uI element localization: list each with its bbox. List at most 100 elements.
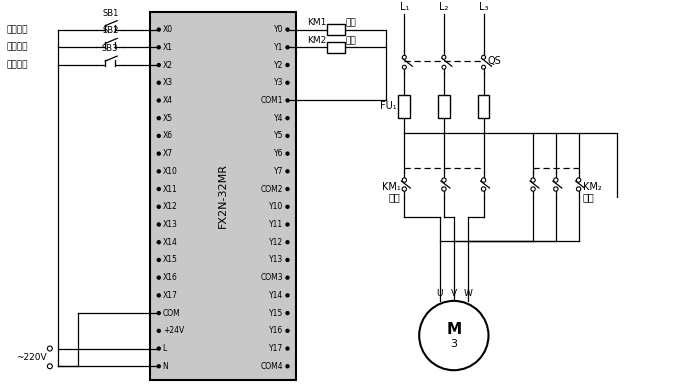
- Circle shape: [286, 241, 289, 244]
- Circle shape: [286, 28, 289, 31]
- Circle shape: [286, 365, 289, 368]
- Bar: [327, 24, 345, 35]
- Text: Y13: Y13: [270, 255, 284, 264]
- Text: KM2: KM2: [307, 36, 326, 45]
- Text: Y6: Y6: [274, 149, 284, 158]
- Circle shape: [402, 178, 406, 182]
- Text: Y2: Y2: [274, 61, 284, 70]
- Text: X16: X16: [162, 273, 178, 282]
- Circle shape: [157, 63, 160, 66]
- Circle shape: [157, 276, 160, 279]
- Text: X13: X13: [162, 220, 178, 229]
- Circle shape: [157, 294, 160, 297]
- Text: SB3: SB3: [102, 44, 119, 53]
- Text: 3: 3: [450, 339, 458, 350]
- Circle shape: [157, 205, 160, 208]
- Circle shape: [157, 329, 160, 332]
- Circle shape: [47, 364, 53, 369]
- Circle shape: [286, 312, 289, 315]
- Text: X10: X10: [162, 167, 178, 176]
- Text: X12: X12: [162, 202, 177, 211]
- Text: ~220V: ~220V: [16, 353, 47, 362]
- Circle shape: [286, 347, 289, 350]
- Text: COM3: COM3: [261, 273, 284, 282]
- Circle shape: [442, 56, 446, 59]
- Text: SB2: SB2: [102, 27, 119, 36]
- Circle shape: [419, 301, 489, 370]
- Circle shape: [286, 99, 289, 102]
- Text: Y11: Y11: [270, 220, 284, 229]
- Text: KM1: KM1: [307, 18, 326, 27]
- Circle shape: [286, 152, 289, 155]
- Text: X17: X17: [162, 291, 178, 300]
- Circle shape: [286, 63, 289, 66]
- Circle shape: [157, 223, 160, 226]
- Circle shape: [157, 135, 160, 137]
- Circle shape: [286, 276, 289, 279]
- Text: X11: X11: [162, 185, 177, 194]
- Text: Y7: Y7: [274, 167, 284, 176]
- Text: 反转按钮: 反转按钮: [6, 43, 28, 52]
- Text: N: N: [162, 362, 168, 371]
- Circle shape: [481, 178, 486, 182]
- Circle shape: [402, 65, 406, 69]
- Text: Y5: Y5: [274, 131, 284, 140]
- Text: X5: X5: [162, 114, 173, 123]
- Text: L₁: L₁: [400, 2, 409, 12]
- Text: 反转: 反转: [346, 36, 357, 45]
- Text: 停转按钮: 停转按钮: [6, 61, 28, 70]
- Bar: [327, 42, 345, 53]
- Circle shape: [157, 241, 160, 244]
- Text: 反转: 反转: [582, 192, 594, 202]
- Text: COM2: COM2: [261, 185, 284, 194]
- Text: V: V: [451, 289, 457, 298]
- Circle shape: [481, 56, 485, 59]
- Circle shape: [47, 346, 53, 351]
- Text: Y1: Y1: [274, 43, 284, 52]
- Text: Y17: Y17: [270, 344, 284, 353]
- Text: Y3: Y3: [274, 78, 284, 87]
- Text: 正转按钮: 正转按钮: [6, 25, 28, 34]
- Text: COM1: COM1: [261, 96, 284, 105]
- Circle shape: [402, 56, 406, 59]
- Circle shape: [157, 152, 160, 155]
- Text: SB1: SB1: [102, 9, 119, 18]
- Text: M: M: [446, 322, 462, 337]
- Text: Y14: Y14: [270, 291, 284, 300]
- Bar: [150, 12, 297, 380]
- Circle shape: [286, 117, 289, 120]
- Text: 正转: 正转: [346, 18, 357, 27]
- Text: KM₂: KM₂: [582, 182, 601, 192]
- Text: QS: QS: [487, 56, 501, 66]
- Circle shape: [576, 187, 581, 191]
- Bar: [398, 95, 410, 118]
- Text: L: L: [162, 344, 167, 353]
- Circle shape: [481, 187, 486, 191]
- Circle shape: [286, 329, 289, 332]
- Circle shape: [286, 294, 289, 297]
- Text: U: U: [437, 289, 443, 298]
- Circle shape: [157, 46, 160, 49]
- Bar: [478, 95, 489, 118]
- Circle shape: [441, 178, 446, 182]
- Circle shape: [157, 365, 160, 368]
- Circle shape: [286, 46, 289, 49]
- Circle shape: [286, 81, 289, 84]
- Circle shape: [157, 258, 160, 262]
- Circle shape: [481, 65, 485, 69]
- Circle shape: [157, 347, 160, 350]
- Circle shape: [553, 178, 558, 182]
- Circle shape: [531, 178, 535, 182]
- Circle shape: [286, 205, 289, 208]
- Circle shape: [441, 187, 446, 191]
- Circle shape: [576, 178, 581, 182]
- Text: X4: X4: [162, 96, 173, 105]
- Text: L₂: L₂: [439, 2, 449, 12]
- Text: Y4: Y4: [274, 114, 284, 123]
- Text: X14: X14: [162, 238, 178, 247]
- Bar: [438, 95, 450, 118]
- Circle shape: [157, 312, 160, 315]
- Circle shape: [157, 81, 160, 84]
- Text: Y10: Y10: [270, 202, 284, 211]
- Text: Y0: Y0: [274, 25, 284, 34]
